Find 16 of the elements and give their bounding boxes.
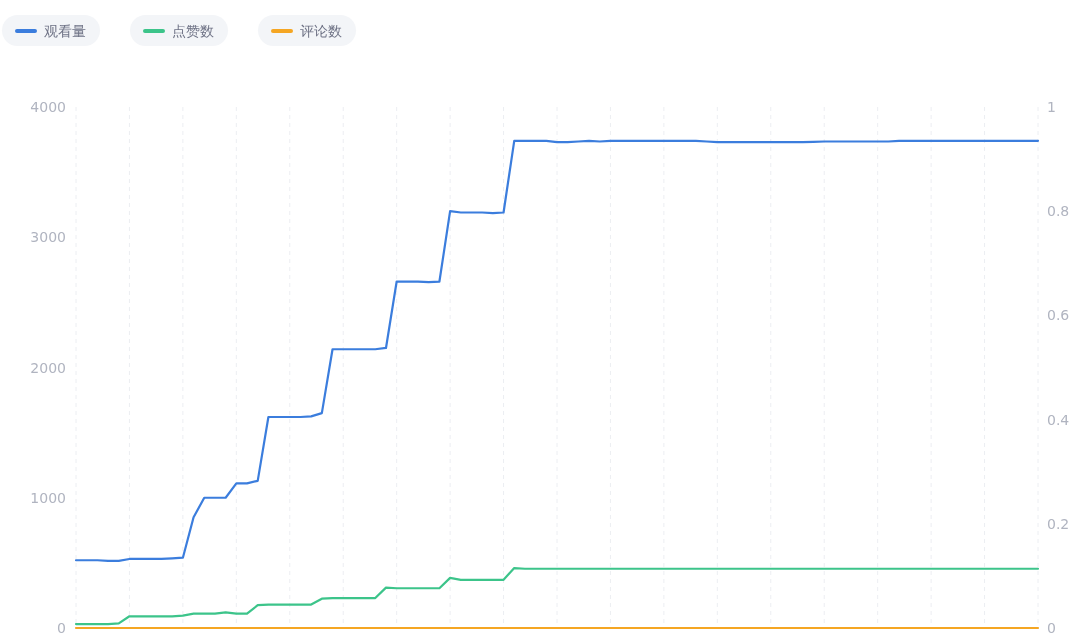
y2-tick-label: 0.6 (1047, 307, 1070, 324)
y2-tick-label: 0.4 (1047, 411, 1070, 428)
y-tick-label: 4000 (30, 99, 66, 115)
legend-label: 评论数 (300, 23, 342, 39)
y-tick-label: 0 (57, 620, 66, 636)
y2-tick-label: 1 (1047, 99, 1056, 115)
legend-label: 观看量 (44, 23, 86, 39)
y2-tick-label: 0.2 (1047, 515, 1070, 532)
legend-label: 点赞数 (172, 23, 214, 39)
y-tick-label: 3000 (30, 229, 66, 246)
line-series (74, 566, 1040, 626)
y2-tick-label: 0.8 (1047, 203, 1070, 220)
y-tick-label: 1000 (30, 489, 66, 506)
y2-tick-label: 0 (1047, 620, 1056, 636)
line-series (74, 139, 1040, 563)
y-tick-label: 2000 (30, 359, 66, 376)
